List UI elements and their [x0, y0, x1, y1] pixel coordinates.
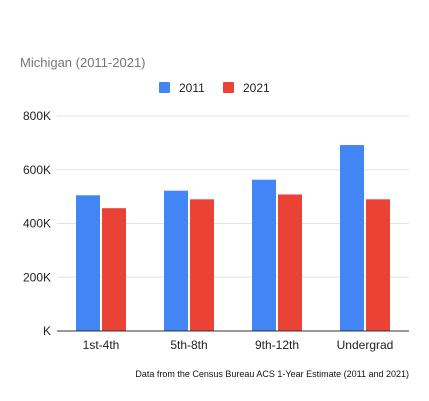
bar-2021-5th-8th — [190, 199, 214, 331]
data-source-note: Data from the Census Bureau ACS 1-Year E… — [135, 369, 409, 379]
bars — [76, 145, 390, 331]
legend-label-2021: 2021 — [243, 81, 270, 95]
bar-2021-Undergrad — [366, 199, 390, 331]
y-tick-label: K — [43, 324, 51, 338]
bar-2021-9th-12th — [278, 194, 302, 331]
legend: 2011 2021 — [159, 81, 270, 95]
y-axis-ticks: K 200K 400K 600K 800K — [23, 109, 51, 338]
x-axis-ticks: 1st-4th 5th-8th 9th-12th Undergrad — [83, 338, 394, 352]
legend-label-2011: 2011 — [179, 81, 205, 95]
y-tick-label: 600K — [23, 163, 51, 177]
y-tick-label: 800K — [23, 109, 51, 123]
bar-2011-Undergrad — [340, 145, 364, 331]
x-tick-label: 9th-12th — [255, 338, 299, 352]
bar-2011-1st-4th — [76, 195, 100, 331]
x-tick-label: 5th-8th — [170, 338, 207, 352]
legend-swatch-2021 — [223, 82, 234, 93]
x-tick-label: 1st-4th — [83, 338, 120, 352]
y-tick-label: 400K — [23, 217, 51, 231]
bar-2011-9th-12th — [252, 179, 276, 331]
legend-swatch-2011 — [159, 82, 170, 93]
y-tick-label: 200K — [23, 270, 51, 284]
bar-2021-1st-4th — [102, 208, 126, 331]
chart-title: Michigan (2011-2021) — [20, 55, 146, 70]
bar-2011-5th-8th — [164, 190, 188, 331]
x-tick-label: Undergrad — [337, 338, 394, 352]
